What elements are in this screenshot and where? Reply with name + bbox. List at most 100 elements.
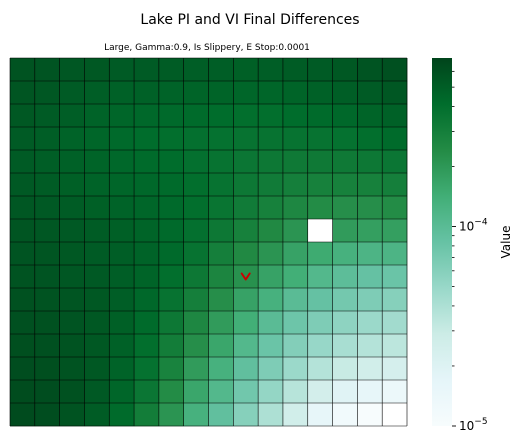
heatmap-cell [208, 380, 234, 404]
heatmap-cell [158, 81, 184, 105]
heatmap-cell [332, 150, 358, 174]
heatmap-cell [382, 219, 408, 243]
heatmap-cell [158, 265, 184, 289]
heatmap-cell [258, 403, 284, 427]
heatmap-cell [282, 403, 309, 427]
heatmap-cell [282, 127, 309, 151]
heatmap-cell [158, 242, 184, 266]
heatmap-cell [382, 127, 408, 151]
heatmap-cell [357, 265, 383, 289]
heatmap-cell [34, 81, 60, 105]
heatmap-cell [332, 127, 358, 151]
heatmap-cell [307, 58, 333, 82]
heatmap-cell [233, 288, 259, 312]
heatmap-cell [109, 288, 135, 312]
heatmap-cell [158, 380, 184, 404]
heatmap-markers [240, 272, 251, 281]
heatmap-cell [34, 173, 60, 197]
heatmap-cell [109, 104, 135, 128]
heatmap-cell [357, 104, 383, 128]
heatmap-cell [59, 265, 85, 289]
heatmap-cell [59, 58, 85, 82]
heatmap-cell [258, 150, 284, 174]
colorbar-tick-label: 10−4 [459, 218, 488, 234]
heatmap-cell [233, 334, 259, 358]
heatmap-cell [233, 219, 259, 243]
heatmap-cell [332, 196, 358, 220]
heatmap-cell [258, 265, 284, 289]
heatmap-cell [134, 219, 160, 243]
heatmap-cell [10, 380, 36, 404]
heatmap-cell [258, 196, 284, 220]
heatmap-cell [134, 242, 160, 266]
heatmap-cell [158, 311, 184, 335]
heatmap-cell [134, 173, 160, 197]
heatmap-cell [282, 196, 309, 220]
heatmap-cell [208, 288, 234, 312]
heatmap-cell [109, 150, 135, 174]
heatmap-cell [109, 311, 135, 335]
heatmap-cell [59, 334, 85, 358]
heatmap-cell [208, 104, 234, 128]
heatmap-cell [332, 311, 358, 335]
heatmap-cell [134, 150, 160, 174]
heatmap-cell [34, 265, 60, 289]
heatmap-cell [84, 380, 110, 404]
heatmap-cell [10, 58, 36, 82]
colorbar-tick-label: 10−5 [459, 417, 488, 433]
heatmap-cell [282, 357, 309, 381]
heatmap-cell [59, 242, 85, 266]
heatmap-cell [84, 58, 110, 82]
heatmap-cell [332, 403, 358, 427]
heatmap-cell [357, 219, 383, 243]
heatmap-cell [183, 127, 209, 151]
heatmap-cell [332, 334, 358, 358]
heatmap-cell [158, 403, 184, 427]
heatmap-cell [357, 150, 383, 174]
heatmap-cell [233, 58, 259, 82]
heatmap-cell [282, 150, 309, 174]
heatmap-cell [282, 311, 309, 335]
heatmap-cell [208, 81, 234, 105]
heatmap-cell [258, 242, 284, 266]
heatmap-cell [307, 334, 333, 358]
heatmap-cell [59, 288, 85, 312]
heatmap-cell [382, 311, 408, 335]
heatmap-cell [233, 173, 259, 197]
heatmap-cell [34, 242, 60, 266]
heatmap-cell [233, 357, 259, 381]
heatmap-cell [158, 150, 184, 174]
heatmap-cell [208, 196, 234, 220]
heatmap-cell [34, 58, 60, 82]
heatmap-cell [34, 196, 60, 220]
heatmap-cell [258, 357, 284, 381]
heatmap-cell [233, 265, 259, 289]
heatmap-cell [282, 58, 309, 82]
heatmap-cell [183, 219, 209, 243]
heatmap-cell [382, 173, 408, 197]
heatmap-cell [258, 380, 284, 404]
heatmap-cell [357, 288, 383, 312]
heatmap-cell [84, 288, 110, 312]
heatmap-cell [282, 219, 309, 243]
heatmap-cell [10, 196, 36, 220]
heatmap-cell [357, 127, 383, 151]
heatmap-cell [307, 81, 333, 105]
heatmap-cell [357, 173, 383, 197]
heatmap-cell [183, 311, 209, 335]
heatmap-cell [258, 311, 284, 335]
heatmap-gridlines [9, 57, 408, 427]
heatmap-cell [332, 104, 358, 128]
heatmap-cell [10, 357, 36, 381]
heatmap-cell [109, 127, 135, 151]
heatmap-cell [382, 357, 408, 381]
heatmap-cell [208, 334, 234, 358]
heatmap-cell [34, 288, 60, 312]
heatmap-cell [233, 104, 259, 128]
heatmap-cell [84, 357, 110, 381]
heatmap-cell [109, 173, 135, 197]
heatmap-cell [282, 288, 309, 312]
heatmap-cell [134, 334, 160, 358]
heatmap-marker [240, 272, 251, 281]
heatmap-cell [183, 380, 209, 404]
